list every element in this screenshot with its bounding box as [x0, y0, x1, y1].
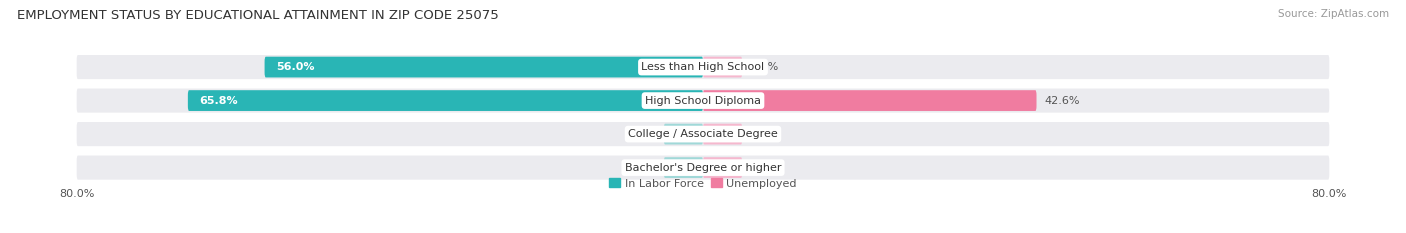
FancyBboxPatch shape	[77, 122, 1329, 146]
FancyBboxPatch shape	[703, 57, 742, 77]
FancyBboxPatch shape	[77, 89, 1329, 113]
FancyBboxPatch shape	[77, 55, 1329, 79]
Text: 0.0%: 0.0%	[749, 163, 779, 173]
Text: 0.0%: 0.0%	[749, 129, 779, 139]
Text: 80.0%: 80.0%	[59, 189, 94, 199]
Text: Bachelor's Degree or higher: Bachelor's Degree or higher	[624, 163, 782, 173]
FancyBboxPatch shape	[77, 156, 1329, 180]
FancyBboxPatch shape	[703, 157, 742, 178]
Text: 42.6%: 42.6%	[1045, 96, 1080, 106]
Text: College / Associate Degree: College / Associate Degree	[628, 129, 778, 139]
FancyBboxPatch shape	[664, 157, 703, 178]
FancyBboxPatch shape	[264, 57, 703, 77]
Text: 65.8%: 65.8%	[200, 96, 238, 106]
FancyBboxPatch shape	[188, 90, 703, 111]
Text: 80.0%: 80.0%	[1312, 189, 1347, 199]
Text: 0.0%: 0.0%	[749, 62, 779, 72]
FancyBboxPatch shape	[703, 124, 742, 144]
FancyBboxPatch shape	[664, 124, 703, 144]
Text: High School Diploma: High School Diploma	[645, 96, 761, 106]
Text: EMPLOYMENT STATUS BY EDUCATIONAL ATTAINMENT IN ZIP CODE 25075: EMPLOYMENT STATUS BY EDUCATIONAL ATTAINM…	[17, 9, 499, 22]
Text: 0.0%: 0.0%	[627, 129, 657, 139]
FancyBboxPatch shape	[703, 90, 1036, 111]
Text: 56.0%: 56.0%	[277, 62, 315, 72]
Text: Source: ZipAtlas.com: Source: ZipAtlas.com	[1278, 9, 1389, 19]
Legend: In Labor Force, Unemployed: In Labor Force, Unemployed	[605, 174, 801, 193]
Text: Less than High School: Less than High School	[641, 62, 765, 72]
Text: 0.0%: 0.0%	[627, 163, 657, 173]
